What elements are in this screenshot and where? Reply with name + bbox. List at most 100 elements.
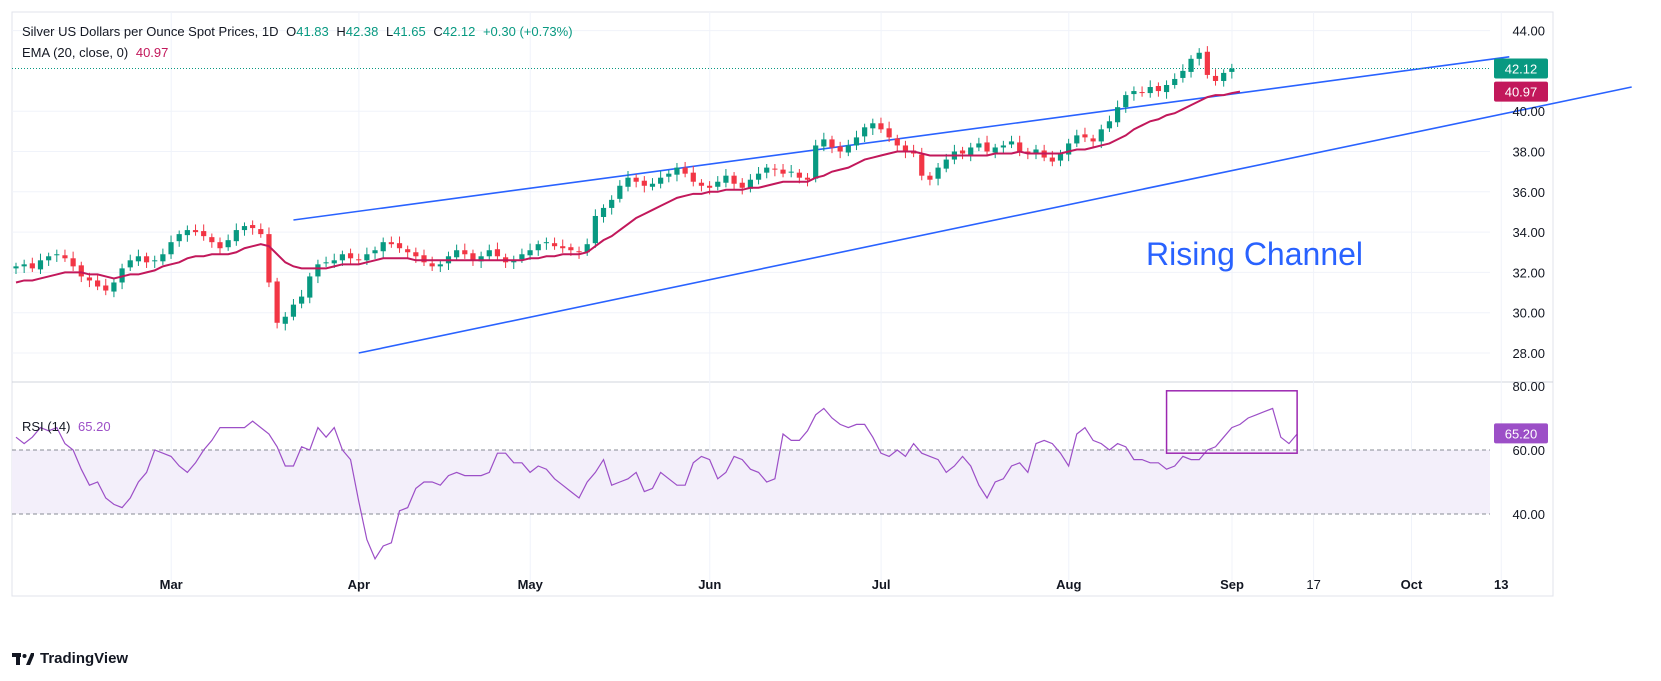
ema-value: 40.97 (135, 45, 169, 60)
change-value: +0.30 (+0.73%) (482, 24, 573, 39)
candle (21, 259, 27, 274)
candle-body (127, 260, 133, 268)
candle-body (886, 128, 892, 138)
candle (1204, 46, 1210, 79)
candle (152, 255, 158, 268)
candle-body (731, 175, 737, 184)
candle-body (723, 175, 729, 183)
time-tick-label: Jul (872, 577, 891, 592)
candle (356, 253, 362, 264)
candle-body (1131, 91, 1137, 95)
candle (1147, 80, 1153, 98)
candle-body (560, 246, 566, 249)
candle-body (641, 180, 647, 186)
candle-body (976, 143, 982, 148)
candle (46, 252, 52, 266)
candle-body (1229, 68, 1235, 72)
time-tick-label: May (518, 577, 544, 592)
candle-body (715, 181, 721, 187)
candle-body (600, 207, 607, 217)
candle (1106, 115, 1113, 132)
candle-body (919, 154, 925, 176)
candle (878, 117, 884, 133)
rising-channel-label: Rising Channel (1146, 236, 1364, 272)
candle-body (307, 276, 313, 298)
series-title: Silver US Dollars per Ounce Spot Prices,… (22, 24, 279, 39)
time-tick-label: Mar (160, 577, 183, 592)
candle (388, 236, 394, 248)
candle (396, 236, 403, 253)
candle-body (143, 256, 150, 263)
candle-body (682, 167, 688, 174)
candle-body (813, 145, 819, 179)
candle-body (1139, 92, 1145, 94)
candle (29, 257, 35, 272)
candle (715, 176, 721, 191)
price-legend: Silver US Dollars per Ounce Spot Prices,… (22, 24, 577, 39)
candle-body (217, 242, 223, 249)
ema-line (15, 90, 1241, 284)
candle (788, 165, 794, 178)
candle (1008, 135, 1015, 149)
candle-body (698, 182, 705, 186)
candle-body (462, 250, 468, 255)
candle (1090, 134, 1096, 148)
high-label: H (336, 24, 346, 39)
candle (739, 178, 745, 195)
candle (633, 174, 639, 188)
candle (992, 143, 998, 159)
candle (127, 254, 133, 271)
price-tick-label: 38.00 (1512, 145, 1545, 160)
candle (666, 170, 672, 183)
candle-body (152, 260, 158, 262)
candle-body (103, 285, 109, 291)
ema-tag: 40.97 (1494, 81, 1548, 102)
rsi-tag-text: 65.20 (1505, 426, 1538, 441)
candle (209, 233, 215, 248)
candle (380, 237, 386, 258)
tradingview-logo-icon (12, 652, 35, 666)
rsi-label: RSI (14) (22, 419, 71, 434)
candle-body (184, 230, 190, 236)
candle (935, 162, 941, 186)
candle-body (1147, 87, 1153, 94)
candle (70, 251, 76, 271)
candle (54, 249, 60, 262)
candle (984, 135, 990, 157)
candle-body (62, 255, 68, 259)
candle-body (486, 250, 492, 257)
candle-body (592, 215, 598, 244)
channel-line (358, 86, 1632, 354)
candle (307, 272, 313, 304)
price-tick-label: 40.00 (1512, 104, 1545, 119)
candle-body (478, 256, 484, 262)
candle-body (380, 242, 386, 252)
candle-body (747, 179, 753, 189)
candle (315, 259, 321, 284)
candle (560, 239, 566, 253)
candle-body (266, 234, 272, 283)
candle (111, 278, 117, 298)
candle-body (356, 259, 362, 261)
candle-body (437, 264, 443, 267)
candle (1212, 69, 1219, 86)
candle (1196, 48, 1202, 66)
candle-body (233, 230, 239, 242)
candle (535, 240, 541, 256)
candle-body (315, 264, 321, 277)
tradingview-brand[interactable]: TradingView (12, 650, 128, 667)
candle (299, 289, 305, 309)
candle-body (95, 280, 101, 287)
candle-body (992, 147, 998, 153)
rsi-band-fill (12, 450, 1490, 514)
price-tick-label: 32.00 (1512, 265, 1545, 280)
candle (1098, 124, 1104, 149)
candle-body (37, 260, 44, 270)
ema-tag-text: 40.97 (1505, 85, 1538, 100)
price-labels: 42.12 40.97 65.20 (1494, 58, 1548, 444)
candle-body (1057, 153, 1064, 161)
candle-body (1188, 58, 1194, 72)
candle-body (584, 244, 590, 253)
candle-body (1082, 134, 1088, 138)
